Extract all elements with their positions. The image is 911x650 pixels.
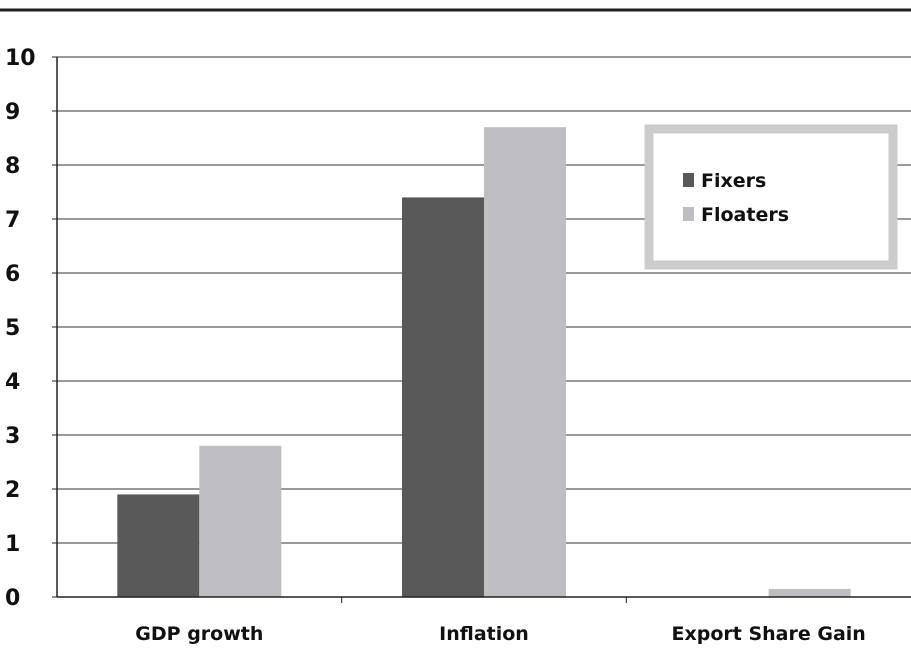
y-tick-label: 8 [5,154,20,179]
axes: 0 1 2 3 4 5 6 7 8 9 10 GDP growth Inflation Export Sh… [5,46,911,645]
y-tick-label: 3 [5,424,20,449]
y-tick-label: 7 [5,208,20,233]
legend-swatch-fixers [683,173,694,187]
legend-label-floaters: Floaters [701,204,789,226]
x-category-label: Inflation [439,623,529,645]
legend: Fixers Floaters [644,124,898,270]
legend-label-fixers: Fixers [701,170,766,192]
legend-swatch-floaters [683,207,694,221]
x-category-label: GDP growth [135,623,263,645]
bar-fixers [402,197,484,597]
bars [117,127,851,597]
legend-box [644,124,898,270]
y-tick-label: 6 [5,262,20,287]
x-category-label: Export Share Gain [672,623,866,645]
y-tick-label: 0 [5,586,20,611]
y-tick-label: 2 [5,478,20,503]
y-tick-label: 9 [5,100,20,125]
bar-floaters [768,588,851,597]
bar-floaters [199,445,282,597]
bar-fixers [117,494,200,597]
y-tick-label: 5 [5,316,20,341]
y-tick-label: 10 [5,46,36,71]
bar-floaters [484,127,566,597]
y-tick-label: 4 [5,370,20,395]
y-tick-label: 1 [5,532,20,557]
